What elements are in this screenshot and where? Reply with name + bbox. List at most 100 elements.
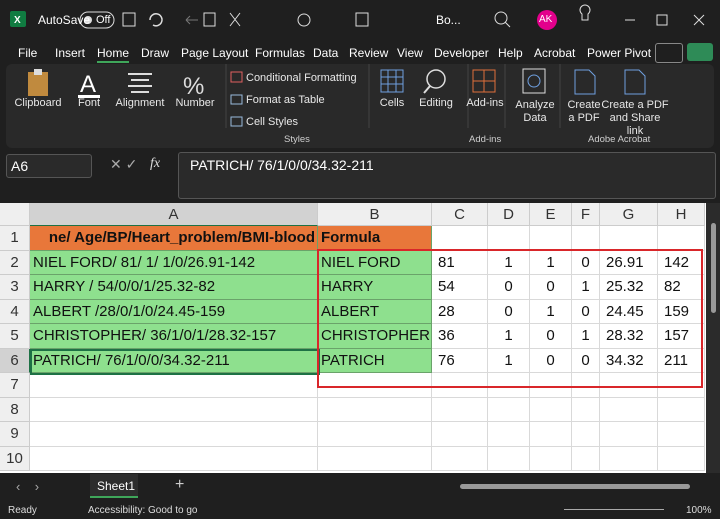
grid-cell[interactable] (572, 226, 600, 251)
create-pdf-share-button[interactable]: Create a PDF and Share link (601, 99, 669, 137)
data-cell[interactable]: 76 (432, 348, 488, 373)
cells-button[interactable]: Cells (379, 97, 405, 109)
grid-cell[interactable] (432, 397, 488, 422)
row-header[interactable]: 1 (0, 226, 30, 251)
cell-styles-button[interactable]: Cell Styles (246, 116, 298, 128)
row-header[interactable]: 8 (0, 397, 30, 422)
data-cell[interactable]: CHRISTOPHER (318, 324, 432, 349)
menu-tab[interactable]: Data (313, 46, 339, 60)
grid-cell[interactable] (488, 373, 530, 398)
menu-tab[interactable]: Acrobat (534, 46, 576, 60)
font-button[interactable]: Font (77, 97, 100, 109)
data-cell[interactable]: 1 (530, 299, 572, 324)
h-scrollbar[interactable] (460, 484, 690, 489)
data-cell[interactable]: 0 (572, 250, 600, 275)
grid-cell[interactable] (30, 422, 318, 447)
data-cell[interactable]: NIEL FORD (318, 250, 432, 275)
row-header[interactable]: 7 (0, 373, 30, 398)
grid-cell[interactable] (488, 422, 530, 447)
menu-tab[interactable]: Draw (141, 46, 170, 60)
avatar[interactable]: AK (539, 14, 553, 25)
data-cell[interactable]: HARRY / 54/0/0/1/25.32-82 (30, 275, 318, 300)
grid-cell[interactable] (318, 446, 432, 471)
grid-cell[interactable] (658, 397, 705, 422)
grid-cell[interactable] (488, 397, 530, 422)
grid-cell[interactable] (318, 373, 432, 398)
data-cell[interactable]: ALBERT (318, 299, 432, 324)
data-cell[interactable]: 1 (488, 324, 530, 349)
grid-cell[interactable] (488, 226, 530, 251)
grid-cell[interactable] (572, 446, 600, 471)
data-cell[interactable]: 54 (432, 275, 488, 300)
row-header[interactable]: 2 (0, 250, 30, 275)
grid-cell[interactable] (530, 397, 572, 422)
grid-cell[interactable] (658, 446, 705, 471)
format-as-table-button[interactable]: Format as Table (246, 94, 325, 106)
tab-nav[interactable]: ‹ › (16, 479, 40, 494)
autosave-toggle[interactable]: Off (96, 14, 111, 26)
conditional-formatting-button[interactable]: Conditional Formatting (246, 72, 357, 84)
create-pdf-button[interactable]: Create a PDF (567, 99, 601, 124)
data-cell[interactable]: 157 (658, 324, 705, 349)
grid-cell[interactable] (432, 446, 488, 471)
grid-cell[interactable] (530, 446, 572, 471)
menu-tab[interactable]: Developer (434, 46, 489, 60)
row-header[interactable]: 9 (0, 422, 30, 447)
header-cell[interactable]: Formula (318, 226, 432, 251)
data-cell[interactable]: 0 (572, 299, 600, 324)
column-header[interactable]: B (318, 203, 432, 226)
column-header[interactable]: A (30, 203, 318, 226)
menu-tab[interactable]: Insert (55, 46, 86, 60)
header-cell[interactable]: ne/ Age/BP/Heart_problem/BMI-blood (30, 226, 318, 251)
status-accessibility[interactable]: Accessibility: Good to go (88, 505, 198, 516)
data-cell[interactable]: 0 (530, 348, 572, 373)
data-cell[interactable]: 0 (530, 275, 572, 300)
data-cell[interactable]: 81 (432, 250, 488, 275)
column-header[interactable]: D (488, 203, 530, 226)
grid-cell[interactable] (530, 422, 572, 447)
data-cell[interactable]: 159 (658, 299, 705, 324)
grid-cell[interactable] (600, 226, 658, 251)
data-cell[interactable]: NIEL FORD/ 81/ 1/ 1/0/26.91-142 (30, 250, 318, 275)
grid-cell[interactable] (572, 373, 600, 398)
share-button[interactable] (687, 43, 713, 61)
data-cell[interactable]: 28 (432, 299, 488, 324)
grid-cell[interactable] (30, 446, 318, 471)
column-header[interactable]: H (658, 203, 705, 226)
add-ins-button[interactable]: Add-ins (466, 97, 504, 109)
column-header[interactable]: C (432, 203, 488, 226)
row-header[interactable]: 4 (0, 299, 30, 324)
data-cell[interactable]: 24.45 (600, 299, 658, 324)
data-cell[interactable]: 142 (658, 250, 705, 275)
add-sheet[interactable]: + (175, 476, 185, 493)
grid-cell[interactable] (600, 422, 658, 447)
menu-tab[interactable]: Power Pivot (587, 46, 652, 60)
data-cell[interactable]: CHRISTOPHER/ 36/1/0/1/28.32-157 (30, 324, 318, 349)
alignment-button[interactable]: Alignment (115, 97, 165, 109)
data-cell[interactable]: 25.32 (600, 275, 658, 300)
editing-button[interactable]: Editing (419, 97, 453, 109)
file-name[interactable]: Bo... (436, 13, 461, 27)
clipboard-button[interactable]: Clipboard (14, 97, 62, 109)
data-cell[interactable]: HARRY (318, 275, 432, 300)
grid-cell[interactable] (30, 373, 318, 398)
grid-cell[interactable] (530, 226, 572, 251)
grid-cell[interactable] (488, 446, 530, 471)
data-cell[interactable]: 36 (432, 324, 488, 349)
data-cell[interactable]: ALBERT /28/0/1/0/24.45-159 (30, 299, 318, 324)
grid-cell[interactable] (432, 422, 488, 447)
data-cell[interactable]: 82 (658, 275, 705, 300)
menu-tab[interactable]: Help (498, 46, 523, 60)
grid-cell[interactable] (600, 373, 658, 398)
row-header[interactable]: 6 (0, 348, 30, 373)
data-cell[interactable]: 1 (530, 250, 572, 275)
number-button[interactable]: Number (175, 97, 215, 109)
grid-cell[interactable] (600, 446, 658, 471)
data-cell[interactable]: 1 (572, 324, 600, 349)
row-header[interactable]: 10 (0, 446, 30, 471)
data-cell[interactable]: 0 (488, 299, 530, 324)
comments-button[interactable] (655, 43, 683, 63)
data-cell[interactable]: PATRICH/ 76/1/0/0/34.32-211 (30, 348, 318, 373)
v-scrollbar[interactable] (706, 203, 720, 473)
data-cell[interactable]: 0 (530, 324, 572, 349)
